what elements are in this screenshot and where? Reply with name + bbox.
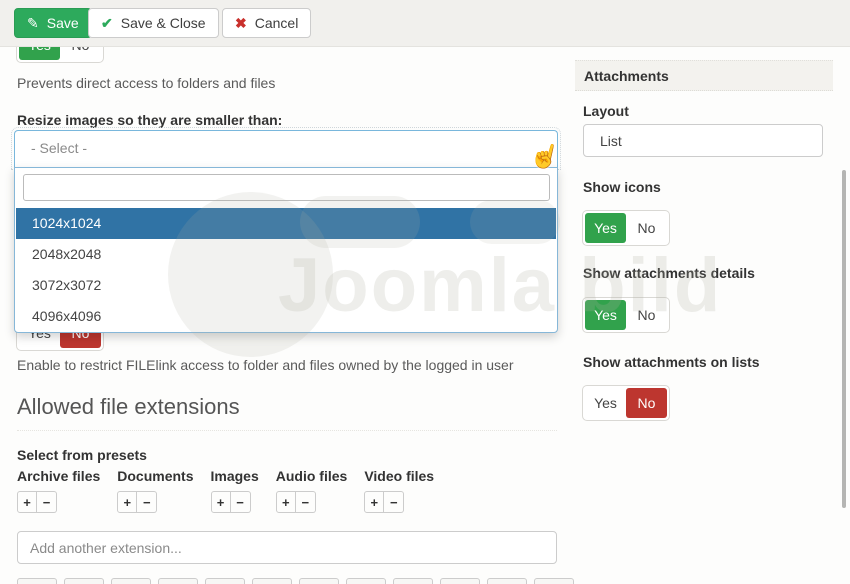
extension-tags-row (17, 578, 574, 584)
toolbar: ✎ Save ✔ Save & Close ✖ Cancel (0, 0, 850, 47)
extension-tag[interactable] (440, 578, 480, 584)
add-preset-button[interactable]: + (275, 491, 296, 513)
extension-tag[interactable] (534, 578, 574, 584)
vertical-scrollbar[interactable] (842, 170, 846, 508)
cancel-button-label: Cancel (254, 15, 299, 31)
layout-select[interactable]: List (583, 124, 823, 157)
preset-video-files: Video files + − (364, 468, 434, 513)
add-preset-button[interactable]: + (210, 491, 231, 513)
show-attachments-details-label: Show attachments details (583, 265, 755, 281)
sidebar-title: Attachments (575, 60, 833, 91)
save-and-close-button[interactable]: ✔ Save & Close (88, 8, 219, 38)
extension-tag[interactable] (299, 578, 339, 584)
add-preset-button[interactable]: + (117, 491, 138, 513)
direct-access-description: Prevents direct access to folders and fi… (17, 75, 276, 91)
extension-tag[interactable] (487, 578, 527, 584)
x-icon: ✖ (235, 15, 247, 31)
preset-archive-files: Archive files + − (17, 468, 100, 513)
toggle-show-icons: Yes No (583, 211, 669, 245)
toggle-yes-button[interactable]: Yes (585, 213, 626, 243)
presets-row: Archive files + − Documents + − Images +… (17, 468, 434, 513)
preset-label: Documents (117, 468, 194, 484)
allowed-extensions-heading: Allowed file extensions (17, 394, 557, 431)
toggle-yes-button[interactable]: Yes (585, 300, 626, 330)
remove-preset-button[interactable]: − (230, 491, 251, 513)
extension-tag[interactable] (64, 578, 104, 584)
extension-tag[interactable] (205, 578, 245, 584)
dropdown-options: 1024x1024 2048x2048 3072x3072 4096x4096 (16, 208, 556, 332)
toggle-no-button[interactable]: No (626, 300, 667, 330)
preset-images: Images + − (210, 468, 259, 513)
extension-tag[interactable] (158, 578, 198, 584)
remove-preset-button[interactable]: − (137, 491, 158, 513)
extension-tag[interactable] (111, 578, 151, 584)
preset-label: Audio files (275, 468, 348, 484)
extension-tag[interactable] (17, 578, 57, 584)
preset-audio-files: Audio files + − (275, 468, 348, 513)
preset-label: Images (210, 468, 259, 484)
preset-label: Archive files (17, 468, 101, 484)
toggle-no-button[interactable]: No (626, 388, 667, 418)
save-button[interactable]: ✎ Save (14, 8, 92, 38)
extension-tag[interactable] (252, 578, 292, 584)
extension-tag[interactable] (393, 578, 433, 584)
toggle-no-button[interactable]: No (626, 213, 667, 243)
resize-select-dropdown: 1024x1024 2048x2048 3072x3072 4096x4096 (14, 167, 558, 333)
remove-preset-button[interactable]: − (295, 491, 316, 513)
show-icons-label: Show icons (583, 179, 661, 195)
restrict-access-description: Enable to restrict FILElink access to fo… (17, 357, 514, 373)
add-extension-input[interactable] (17, 531, 557, 564)
pencil-icon: ✎ (27, 15, 39, 31)
dropdown-search-input[interactable] (23, 174, 550, 201)
extension-tag[interactable] (346, 578, 386, 584)
remove-preset-button[interactable]: − (384, 491, 405, 513)
resize-select-placeholder: - Select - (31, 140, 88, 156)
preset-label: Video files (364, 468, 435, 484)
save-and-close-label: Save & Close (120, 15, 206, 31)
toggle-show-attachments-details: Yes No (583, 298, 669, 332)
resize-images-label: Resize images so they are smaller than: (17, 112, 283, 128)
toggle-yes-button[interactable]: Yes (585, 388, 626, 418)
select-presets-label: Select from presets (17, 447, 147, 463)
dropdown-option[interactable]: 4096x4096 (32, 308, 102, 324)
layout-label: Layout (583, 103, 629, 119)
check-icon: ✔ (101, 15, 113, 31)
layout-select-value: List (600, 132, 622, 149)
show-attachments-on-lists-label: Show attachments on lists (583, 354, 760, 370)
remove-preset-button[interactable]: − (37, 491, 57, 513)
preset-documents: Documents + − (117, 468, 194, 513)
dropdown-option[interactable]: 1024x1024 (16, 208, 556, 239)
dropdown-option[interactable]: 3072x3072 (32, 277, 102, 293)
resize-select[interactable]: - Select - (11, 127, 561, 170)
dropdown-option[interactable]: 2048x2048 (32, 246, 102, 262)
add-preset-button[interactable]: + (364, 491, 385, 513)
toggle-show-attachments-on-lists: Yes No (583, 386, 669, 420)
cancel-button[interactable]: ✖ Cancel (222, 8, 312, 38)
save-button-label: Save (46, 15, 79, 31)
add-preset-button[interactable]: + (17, 491, 37, 513)
